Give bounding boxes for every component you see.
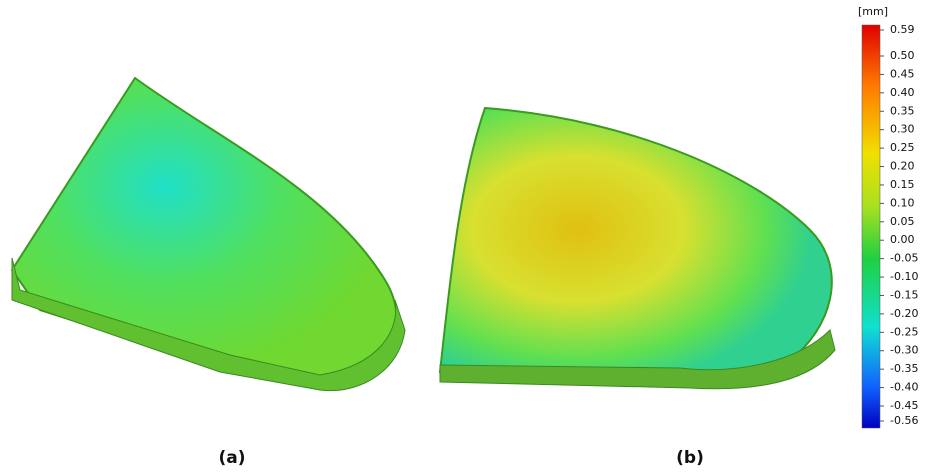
colorbar-tick-label: 0.30 [890,123,915,136]
colorbar-tick-label: 0.50 [890,49,915,62]
panel-b-shape [438,106,836,390]
colorbar-tick-label: -0.05 [890,252,918,265]
panel-label: (b) [676,448,704,468]
colorbar-tick-label: 0.05 [890,215,915,228]
colorbar-tick-label: -0.40 [890,381,918,394]
colorbar-tick-label: 0.15 [890,178,915,191]
colorbar-tick-label: 0.59 [890,23,915,36]
colorbar-tick-label: -0.56 [890,414,918,427]
panel-a-shape [10,76,406,392]
colorbar-tick-label: -0.10 [890,270,918,283]
colorbar-tick-label: 0.25 [890,141,915,154]
colorbar [861,24,881,429]
colorbar-unit: [mm] [858,5,888,18]
colorbar-tick-label: 0.10 [890,196,915,209]
colorbar-tick-label: -0.15 [890,288,918,301]
colorbar-tick-label: -0.35 [890,362,918,375]
colorbar-tick-label: 0.45 [890,67,915,80]
colorbar-tick-label: -0.25 [890,325,918,338]
colorbar-tick-label: 0.40 [890,86,915,99]
colorbar-tick-label: 0.35 [890,104,915,117]
colorbar-tick-label: -0.30 [890,344,918,357]
colorbar-tick-label: 0.00 [890,233,915,246]
colorbar-tick-label: -0.45 [890,399,918,412]
panel-label: (a) [218,448,245,468]
colorbar-tick-label: -0.20 [890,307,918,320]
colorbar-tick-label: 0.20 [890,160,915,173]
